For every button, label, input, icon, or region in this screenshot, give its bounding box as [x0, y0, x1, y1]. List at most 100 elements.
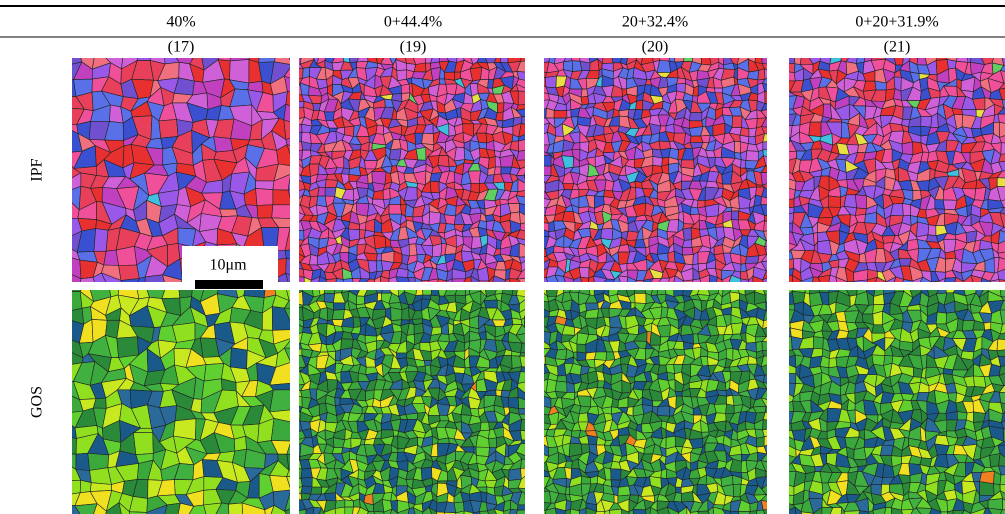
grain [157, 189, 180, 208]
grain [997, 240, 1005, 254]
grain [989, 279, 1001, 282]
panels: 10μm [72, 58, 1005, 514]
grain [414, 277, 422, 282]
grain [310, 486, 323, 495]
grain [1000, 64, 1005, 72]
grain [215, 502, 230, 514]
grain [1000, 142, 1005, 155]
grain [526, 197, 538, 208]
grain [118, 264, 140, 281]
grain [996, 349, 1005, 357]
grain [429, 180, 440, 194]
grain [760, 494, 767, 502]
grain [998, 229, 1005, 245]
grain [516, 60, 525, 73]
grain [118, 501, 130, 514]
grain [515, 229, 525, 241]
grain [789, 267, 795, 276]
grain [520, 366, 525, 373]
grain [390, 307, 403, 322]
grain [493, 58, 501, 64]
grain [517, 371, 525, 385]
grain [269, 409, 290, 423]
grain [420, 279, 430, 282]
grain [74, 503, 98, 514]
grain [479, 421, 490, 432]
grain [342, 277, 354, 282]
grain [817, 274, 831, 282]
grain [789, 400, 795, 413]
grain [835, 276, 849, 282]
grain [374, 275, 382, 282]
grain [709, 274, 718, 282]
grain [792, 274, 802, 282]
grain [375, 124, 385, 135]
grain [383, 508, 393, 514]
grain [299, 149, 304, 161]
grain [520, 58, 525, 62]
grain [364, 160, 378, 170]
grain [528, 457, 538, 462]
grain [299, 395, 303, 408]
grain [478, 280, 490, 282]
grain [284, 75, 290, 92]
grain [737, 510, 751, 514]
grain [323, 292, 336, 304]
grain [188, 504, 207, 514]
grain [890, 203, 904, 217]
grain [789, 336, 793, 351]
grain [421, 132, 435, 146]
grain [1001, 58, 1005, 66]
grain [764, 68, 767, 80]
grain [527, 405, 538, 417]
grain [405, 412, 419, 421]
grain [862, 80, 877, 92]
grain [520, 458, 525, 469]
grain [853, 279, 868, 282]
grain [299, 508, 307, 514]
grain [529, 373, 536, 384]
grain [527, 401, 538, 409]
grain [697, 510, 710, 514]
grain [760, 499, 767, 511]
grain [762, 411, 767, 421]
grain [483, 299, 498, 309]
grain [528, 133, 538, 145]
grain [544, 107, 547, 119]
grain [760, 196, 767, 206]
grain [762, 82, 767, 92]
grain [761, 126, 767, 135]
grain [828, 357, 838, 369]
grain [255, 188, 274, 206]
grain [493, 166, 502, 175]
map-image [789, 58, 1005, 282]
grain [524, 244, 525, 246]
grain [577, 412, 589, 423]
grain [576, 343, 587, 354]
grain [472, 511, 481, 514]
grain [396, 508, 410, 514]
grain [762, 149, 767, 158]
grain [970, 274, 983, 282]
grain [93, 503, 107, 514]
grain [789, 321, 791, 329]
grain [526, 420, 537, 431]
grain [300, 467, 313, 479]
grain [763, 445, 767, 455]
grain [744, 255, 760, 264]
grain [519, 430, 525, 441]
grain [635, 99, 644, 111]
grain [999, 206, 1005, 215]
grain [396, 69, 407, 82]
grain [256, 204, 274, 219]
grain [760, 172, 767, 186]
grain [528, 72, 536, 81]
grain [611, 398, 619, 409]
grain [946, 59, 957, 70]
grain [527, 150, 538, 160]
grain [318, 276, 327, 282]
grain [761, 58, 767, 65]
grain [789, 327, 792, 338]
grain [503, 508, 511, 514]
grain [331, 309, 345, 321]
